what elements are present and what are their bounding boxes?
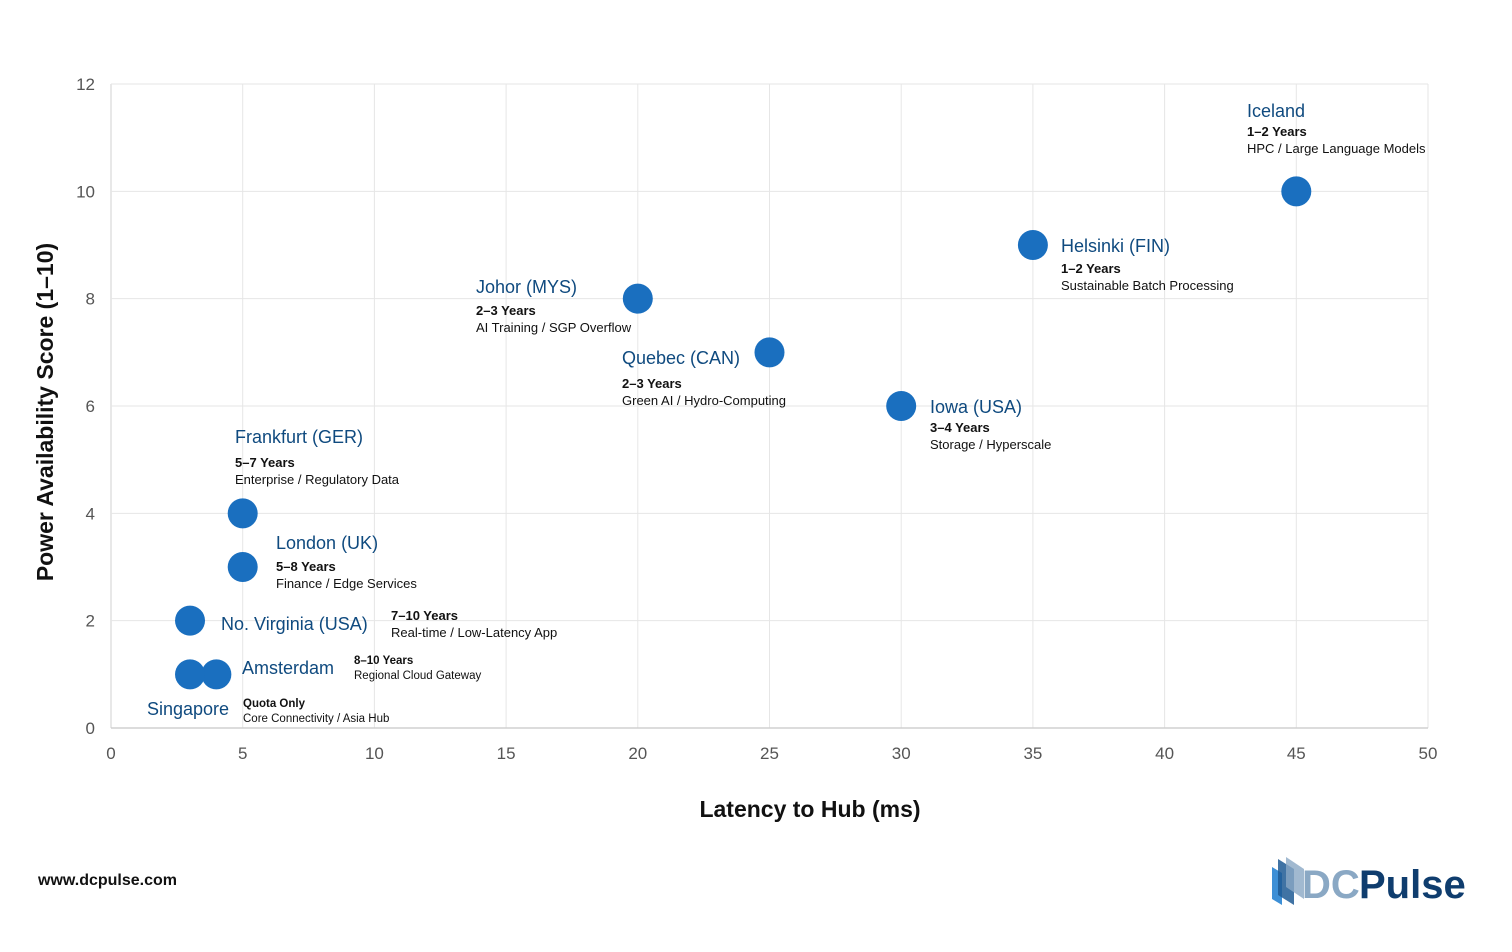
x-tick-label: 45 — [1287, 744, 1306, 763]
timeline-label: 3–4 Years — [930, 420, 990, 435]
use-case-label: Green AI / Hydro-Computing — [622, 393, 787, 408]
website-url[interactable]: www.dcpulse.com — [38, 872, 177, 889]
timeline-label: 1–2 Years — [1061, 261, 1121, 276]
point-name-label: Quebec (CAN) — [622, 348, 741, 368]
x-tick-label: 35 — [1023, 744, 1042, 763]
data-point — [175, 659, 206, 690]
point-detail: 1–2 Years Sustainable Batch Processing — [1061, 260, 1234, 294]
point-name-label: London (UK) — [276, 533, 379, 553]
data-point — [622, 283, 653, 314]
use-case-label: Regional Cloud Gateway — [354, 670, 482, 682]
x-tick-label: 40 — [1155, 744, 1174, 763]
point-name-label: Amsterdam — [242, 658, 335, 678]
timeline-label: 8–10 Years — [354, 655, 414, 667]
svg-text:DC: DC — [1302, 863, 1360, 907]
point-detail: 7–10 Years Real-time / Low-Latency App — [391, 607, 557, 641]
timeline-label: 5–8 Years — [276, 559, 336, 574]
dcpulse-logo: DC Pulse — [1272, 857, 1465, 907]
timeline-label: 7–10 Years — [391, 608, 458, 623]
x-tick-label: 25 — [760, 744, 779, 763]
x-axis-label: Latency to Hub (ms) — [699, 796, 920, 822]
point-detail: 5–8 Years Finance / Edge Services — [276, 558, 417, 592]
point-detail: 8–10 Years Regional Cloud Gateway — [354, 654, 481, 684]
point-name-label: Iceland — [1247, 101, 1306, 121]
point-detail: 2–3 Years AI Training / SGP Overflow — [476, 302, 631, 336]
point-name-label: Frankfurt (GER) — [235, 427, 364, 447]
point-detail: 1–2 Years HPC / Large Language Models — [1247, 123, 1426, 157]
use-case-label: HPC / Large Language Models — [1247, 141, 1426, 156]
point-name-label: Iowa (USA) — [930, 397, 1023, 417]
point-detail: Quota Only Core Connectivity / Asia Hub — [243, 697, 389, 727]
y-tick-label: 0 — [86, 719, 95, 738]
point-name-label: Singapore — [147, 699, 230, 719]
svg-text:Pulse: Pulse — [1359, 863, 1465, 907]
use-case-label: Storage / Hyperscale — [930, 437, 1052, 452]
timeline-label: 1–2 Years — [1247, 124, 1307, 139]
point-detail: 5–7 Years Enterprise / Regulatory Data — [235, 454, 399, 488]
timeline-label: 5–7 Years — [235, 455, 295, 470]
x-tick-label: 20 — [628, 744, 647, 763]
point-name-label: Helsinki (FIN) — [1061, 236, 1171, 256]
data-point — [227, 552, 258, 582]
use-case-label: AI Training / SGP Overflow — [476, 320, 632, 335]
x-tick-label: 0 — [106, 744, 115, 763]
y-tick-label: 6 — [86, 397, 95, 416]
data-point — [175, 605, 206, 636]
x-tick-label: 10 — [365, 744, 384, 763]
timeline-label: 2–3 Years — [476, 303, 536, 318]
x-tick-label: 50 — [1419, 744, 1438, 763]
x-tick-label: 30 — [892, 744, 911, 763]
x-tick-label: 5 — [238, 744, 247, 763]
x-tick-label: 15 — [497, 744, 516, 763]
data-point — [1281, 176, 1312, 207]
use-case-label: Core Connectivity / Asia Hub — [243, 713, 390, 725]
timeline-label: Quota Only — [243, 698, 305, 710]
y-tick-label: 4 — [86, 504, 95, 523]
y-tick-label: 8 — [86, 290, 95, 309]
data-point — [201, 659, 232, 690]
point-name-label: No. Virginia (USA) — [221, 614, 368, 634]
point-name-label: Johor (MYS) — [476, 277, 578, 297]
point-detail: 3–4 Years Storage / Hyperscale — [930, 419, 1051, 453]
data-point — [227, 498, 258, 529]
y-tick-label: 10 — [76, 182, 95, 201]
use-case-label: Sustainable Batch Processing — [1061, 278, 1234, 293]
timeline-label: 2–3 Years — [622, 376, 682, 391]
y-tick-label: 12 — [76, 75, 95, 94]
y-tick-label: 2 — [86, 612, 95, 631]
point-detail: 2–3 Years Green AI / Hydro-Computing — [622, 375, 786, 409]
y-axis-label: Power Availability Score (1–10) — [32, 243, 58, 581]
data-point — [754, 337, 785, 368]
use-case-label: Enterprise / Regulatory Data — [235, 472, 400, 487]
data-point — [1017, 230, 1048, 260]
use-case-label: Real-time / Low-Latency App — [391, 625, 558, 640]
use-case-label: Finance / Edge Services — [276, 576, 417, 591]
data-point — [886, 391, 917, 421]
